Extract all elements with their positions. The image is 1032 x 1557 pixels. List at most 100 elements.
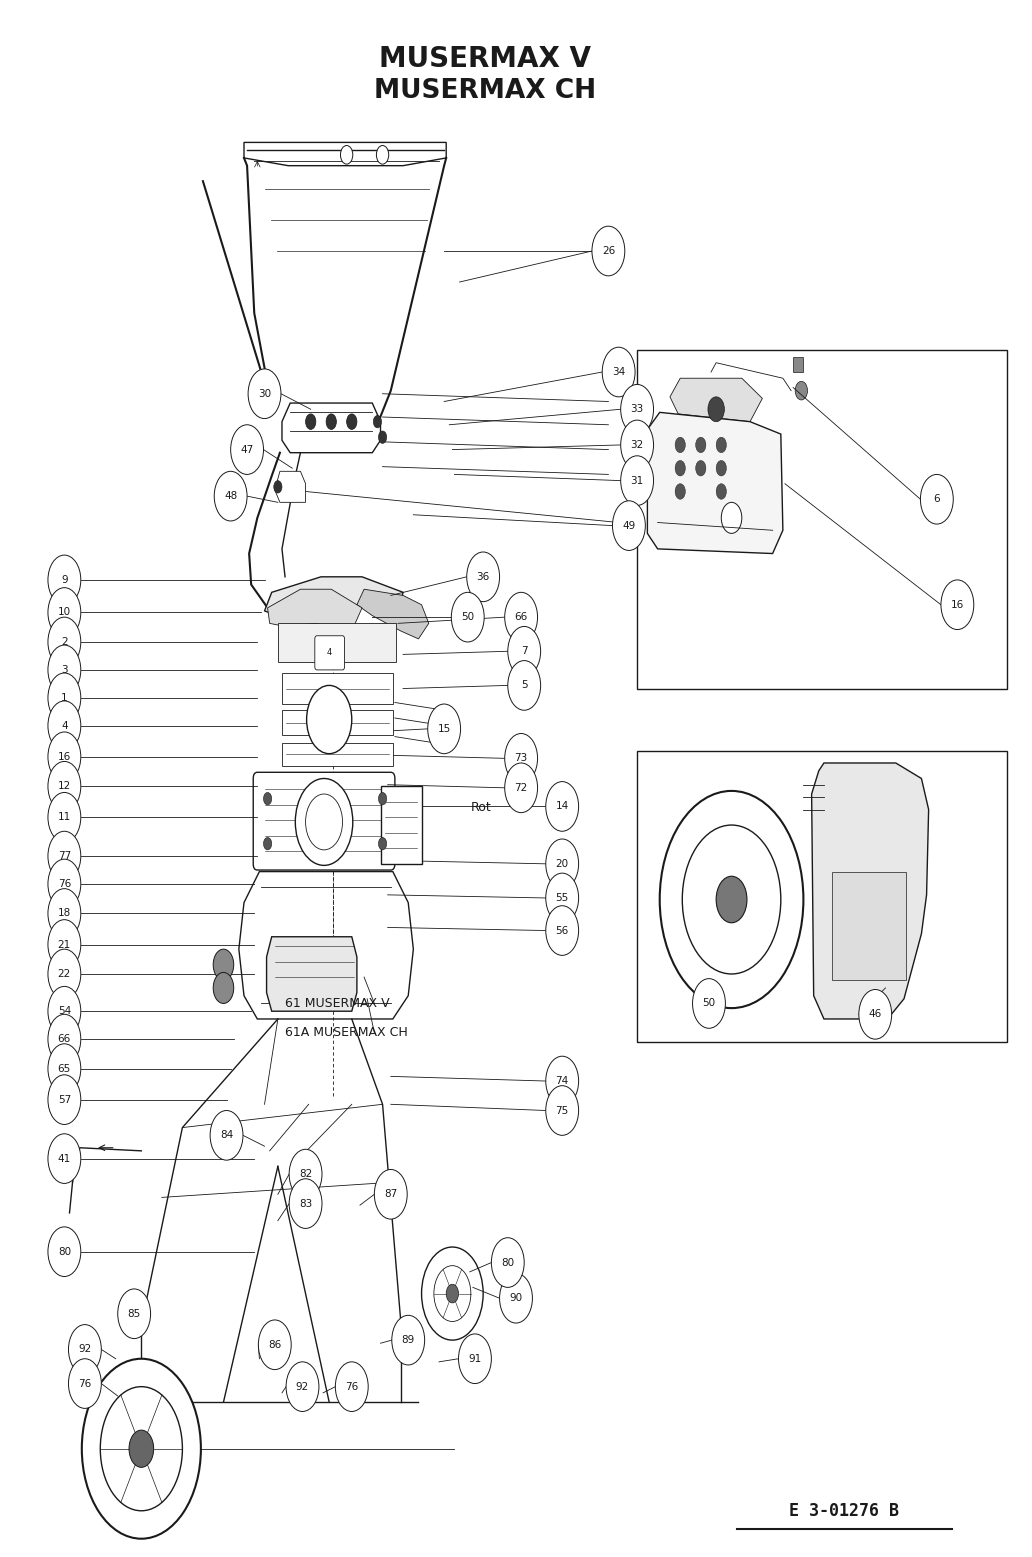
- Circle shape: [508, 660, 541, 710]
- Text: 75: 75: [555, 1105, 569, 1115]
- Text: 55: 55: [555, 894, 569, 903]
- Circle shape: [941, 579, 974, 629]
- Text: 47: 47: [240, 445, 254, 455]
- Text: MUSERMAX V: MUSERMAX V: [379, 45, 591, 73]
- Text: 11: 11: [58, 813, 71, 822]
- Circle shape: [47, 920, 80, 970]
- Text: Rot: Rot: [471, 802, 491, 814]
- Text: 83: 83: [299, 1199, 313, 1208]
- Polygon shape: [266, 937, 357, 1010]
- Circle shape: [211, 1110, 243, 1160]
- Text: 54: 54: [58, 1006, 71, 1017]
- Circle shape: [47, 793, 80, 842]
- Circle shape: [499, 1274, 533, 1323]
- FancyBboxPatch shape: [282, 743, 393, 766]
- Circle shape: [47, 617, 80, 666]
- Text: 3: 3: [61, 665, 68, 674]
- Circle shape: [546, 873, 579, 923]
- Circle shape: [118, 1289, 151, 1339]
- Circle shape: [68, 1359, 101, 1409]
- Circle shape: [289, 1179, 322, 1228]
- Circle shape: [347, 414, 357, 430]
- Circle shape: [248, 369, 281, 419]
- Text: 31: 31: [631, 475, 644, 486]
- Text: 41: 41: [58, 1154, 71, 1163]
- Circle shape: [47, 1074, 80, 1124]
- Text: 90: 90: [510, 1294, 522, 1303]
- Text: 14: 14: [555, 802, 569, 811]
- Circle shape: [716, 484, 727, 500]
- Text: 7: 7: [521, 646, 527, 657]
- Circle shape: [100, 1387, 183, 1510]
- Text: 86: 86: [268, 1339, 282, 1350]
- Circle shape: [546, 906, 579, 956]
- Circle shape: [859, 990, 892, 1039]
- Text: 4: 4: [61, 721, 68, 730]
- Circle shape: [47, 761, 80, 811]
- Circle shape: [620, 385, 653, 434]
- Polygon shape: [357, 589, 428, 638]
- Polygon shape: [670, 378, 763, 422]
- Circle shape: [335, 1362, 368, 1412]
- Text: 50: 50: [703, 998, 715, 1009]
- Polygon shape: [282, 403, 381, 453]
- Circle shape: [421, 1247, 483, 1341]
- Circle shape: [47, 889, 80, 939]
- Text: 76: 76: [78, 1378, 92, 1389]
- Circle shape: [214, 950, 233, 981]
- Circle shape: [659, 791, 803, 1007]
- Circle shape: [451, 592, 484, 641]
- Circle shape: [433, 1266, 471, 1322]
- FancyBboxPatch shape: [278, 623, 396, 662]
- Text: 33: 33: [631, 405, 644, 414]
- Text: 92: 92: [296, 1381, 310, 1392]
- Text: 48: 48: [224, 490, 237, 501]
- Circle shape: [505, 733, 538, 783]
- Circle shape: [374, 416, 382, 428]
- Circle shape: [68, 1325, 101, 1375]
- Text: 16: 16: [950, 599, 964, 610]
- Text: 15: 15: [438, 724, 451, 733]
- Text: 5: 5: [521, 680, 527, 690]
- Circle shape: [377, 145, 389, 163]
- Circle shape: [47, 732, 80, 782]
- Circle shape: [546, 1085, 579, 1135]
- Circle shape: [47, 950, 80, 998]
- FancyBboxPatch shape: [381, 786, 421, 864]
- Circle shape: [620, 456, 653, 506]
- Circle shape: [458, 1334, 491, 1384]
- Circle shape: [307, 685, 352, 754]
- Text: 74: 74: [555, 1076, 569, 1087]
- Text: 72: 72: [515, 783, 527, 793]
- Text: 32: 32: [631, 441, 644, 450]
- Polygon shape: [264, 576, 404, 615]
- Circle shape: [258, 1320, 291, 1370]
- Circle shape: [379, 793, 387, 805]
- Polygon shape: [238, 872, 414, 1018]
- Circle shape: [716, 877, 747, 923]
- Text: 50: 50: [461, 612, 475, 623]
- Circle shape: [341, 145, 353, 163]
- Circle shape: [47, 701, 80, 750]
- Circle shape: [286, 1362, 319, 1412]
- Text: 66: 66: [515, 612, 527, 623]
- Circle shape: [546, 839, 579, 889]
- FancyBboxPatch shape: [253, 772, 395, 870]
- Circle shape: [446, 1285, 458, 1303]
- Circle shape: [508, 626, 541, 676]
- Text: 12: 12: [58, 782, 71, 791]
- Circle shape: [716, 461, 727, 476]
- Circle shape: [47, 831, 80, 881]
- Text: 49: 49: [622, 520, 636, 531]
- Circle shape: [716, 438, 727, 453]
- Circle shape: [392, 1316, 424, 1365]
- Text: 80: 80: [58, 1247, 71, 1256]
- Circle shape: [427, 704, 460, 754]
- Circle shape: [708, 397, 724, 422]
- Text: 16: 16: [58, 752, 71, 761]
- Text: 34: 34: [612, 367, 625, 377]
- Text: 2: 2: [61, 637, 68, 648]
- Text: 87: 87: [384, 1190, 397, 1199]
- FancyBboxPatch shape: [315, 635, 345, 670]
- Circle shape: [47, 1014, 80, 1063]
